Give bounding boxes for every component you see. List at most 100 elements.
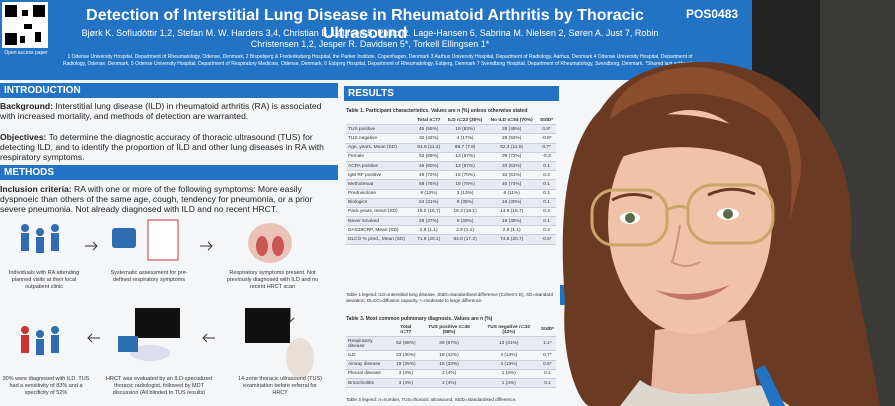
table-legend: Table 1 legend: ILD=interstitial lung di…: [346, 292, 553, 303]
table-row: Female 52 (68%) 13 (57%) 39 (72%) -0.3: [346, 152, 556, 162]
table-cell: 18.3 (18.1): [443, 207, 487, 218]
table-cell: IgM RF positive: [346, 170, 414, 181]
table-cell: 0.1: [537, 161, 556, 172]
table-cell: 0.1: [537, 179, 556, 190]
table-row: Never smoked 28 (37%) 9 (39%) 19 (35%) 0.1: [346, 216, 556, 227]
table-row: DAS28CRP, Mean (SD) 2.8 (1.1) 2.9 (1.1) 2.8…: [346, 225, 556, 236]
table-cell: 52 (68%): [392, 336, 420, 352]
text: Interstitial lung disease (ILD) in rheum…: [0, 101, 322, 121]
table-cell: 39 (87%): [419, 336, 479, 352]
table-cell: 19 (83%): [443, 124, 487, 135]
table-cell: 49 (72%): [413, 170, 444, 181]
table-cell: DAS28CRP, Mean (SD): [346, 225, 414, 236]
qr-label: Open access paper: [4, 50, 48, 56]
table-cell: 33 (61%): [486, 161, 538, 172]
table-cell: 33 (61%): [486, 170, 538, 181]
table-row: TUS negative 32 (42%) 4 (17%) 28 (52%) -0.8*: [346, 133, 556, 144]
flow-step: Respiratory symptoms present. Not previo…: [226, 270, 319, 290]
table-cell: Airway disease: [346, 360, 393, 370]
table-cell: 39 (72%): [486, 152, 538, 162]
poster-header: [0, 0, 752, 80]
column-header: StdD*: [537, 116, 556, 126]
column-header: ILD n=23 (30%): [443, 116, 487, 126]
column-header: StdD*: [538, 323, 556, 338]
table-cell: 0.1: [538, 378, 556, 389]
data-table: Total n=77 TUS positive n=45 (58%) TUS neg…: [346, 323, 556, 389]
table-cell: -0.8*: [537, 133, 556, 144]
table-cell: 45 (58%): [413, 124, 444, 135]
label: Background:: [0, 101, 53, 111]
table-row: TUS positive 45 (58%) 19 (83%) 26 (48%) 0.8*: [346, 124, 556, 135]
table-row: Pleural disease 3 (4%) 2 (4%) 1 (3%) 0.1: [346, 369, 556, 379]
label: Objectives:: [0, 132, 47, 142]
table-cell: 16 (70%): [443, 170, 487, 181]
table-cell: 6 (11%): [486, 189, 538, 199]
table-cell: 64.6 (11.2): [413, 143, 444, 153]
table-cell: Pleural disease: [346, 369, 393, 379]
table-cell: 13 (41%): [478, 336, 539, 352]
header-row: Total n=77 ILD n=23 (30%) No ILD n=54 (70%…: [346, 116, 556, 126]
text: To determine the diagnostic accuracy of …: [0, 132, 324, 162]
authors: Bjørk K. Sofíudóttir 1,2, Stefan M. W. H…: [81, 28, 659, 49]
section-heading: METHODS: [0, 165, 338, 180]
table-cell: 2 (4%): [419, 369, 479, 379]
table-cell: 58 (75%): [413, 179, 444, 190]
column-header: TUS negative n=32 (42%): [478, 323, 539, 338]
inclusion-text: Inclusion criteria: RA with one or more …: [0, 184, 336, 214]
flow-icons: [21, 219, 314, 378]
qr-code: [2, 2, 48, 48]
table-cell: 9 (12%): [413, 189, 444, 199]
table-row: Bronchiolitis 3 (4%) 2 (4%) 1 (3%) 0.1: [346, 378, 556, 389]
table-cell: 71.9 (20.1): [413, 234, 444, 245]
table-cell: 64.0 (17.2): [443, 234, 487, 245]
column-header: Total n=77: [413, 116, 444, 126]
table-cell: 19 (35%): [486, 216, 538, 227]
table-cell: 0.1: [537, 189, 556, 199]
table-cell: TUS negative: [346, 133, 414, 144]
column-header: TUS positive n=45 (58%): [419, 323, 479, 338]
table-cell: Never smoked: [346, 216, 414, 227]
column-header: [346, 116, 414, 126]
table-row: DLCO % pred., Mean (SD) 71.9 (20.1) 64.0 (…: [346, 234, 556, 245]
label: Inclusion criteria:: [0, 184, 72, 194]
table-cell: 19 (42%): [419, 350, 479, 361]
section-heading: INTRODUCTION: [0, 83, 338, 98]
table-cell: ACPA positive: [346, 161, 414, 172]
flow-step: 14-zone thoracic ultrasound (TUS) examin…: [237, 376, 323, 396]
objectives-text: Objectives: To determine the diagnostic …: [0, 132, 336, 162]
table-cell: 19 (25%): [392, 360, 420, 370]
table-caption: Table 3. Most common pulmonary diagnosis…: [346, 316, 493, 322]
column-header: Total n=77: [392, 323, 420, 338]
table-row: Prednisolone 9 (12%) 3 (13%) 6 (11%) 0.1: [346, 189, 556, 199]
table-cell: 62.4 (11.8): [486, 143, 538, 153]
table-legend: Table 3 legend: n=number, TUS=thoracic u…: [346, 397, 517, 402]
table-row: Biologics 24 (31%) 8 (35%) 16 (30%) 0.1: [346, 198, 556, 208]
table-cell: DLCO % pred., Mean (SD): [346, 234, 414, 245]
table-cell: 0.7*: [537, 143, 556, 153]
table-cell: 2.8 (1.1): [413, 225, 444, 236]
background-text: Background: Interstitial lung disease (I…: [0, 101, 336, 121]
table-cell: Methotrexat: [346, 179, 414, 190]
table-cell: 2.9 (1.1): [443, 225, 487, 236]
table-cell: 18 (78%): [443, 179, 487, 190]
table-cell: 28 (37%): [413, 216, 444, 227]
table-cell: TUS positive: [346, 124, 414, 135]
table-cell: 15 (33%): [419, 360, 479, 370]
table-cell: 4 (13%): [478, 360, 539, 370]
table-cell: Pack years, mean (SD): [346, 207, 414, 218]
column-header: No ILD n=54 (70%): [486, 116, 538, 126]
table-cell: 4 (13%): [478, 350, 539, 361]
table-cell: 0.1: [537, 216, 556, 227]
table-cell: 8 (35%): [443, 198, 487, 208]
table-row: Age, years, Mean (SD) 64.6 (11.2) 69.7 (7.…: [346, 143, 556, 153]
table-cell: 26 (48%): [486, 124, 538, 135]
table-cell: -0.3: [537, 152, 556, 162]
table-cell: Age, years, Mean (SD): [346, 143, 414, 153]
table-row: Pack years, mean (SD) 16.0 (16.7) 18.3 (18…: [346, 207, 556, 218]
text: RA with one or more of the following sym…: [0, 184, 313, 214]
flow-step: Systematic assessment for pre-defined re…: [110, 270, 188, 283]
data-table: Total n=77 ILD n=23 (30%) No ILD n=54 (70%…: [346, 116, 556, 245]
table-cell: 28 (52%): [486, 133, 538, 144]
